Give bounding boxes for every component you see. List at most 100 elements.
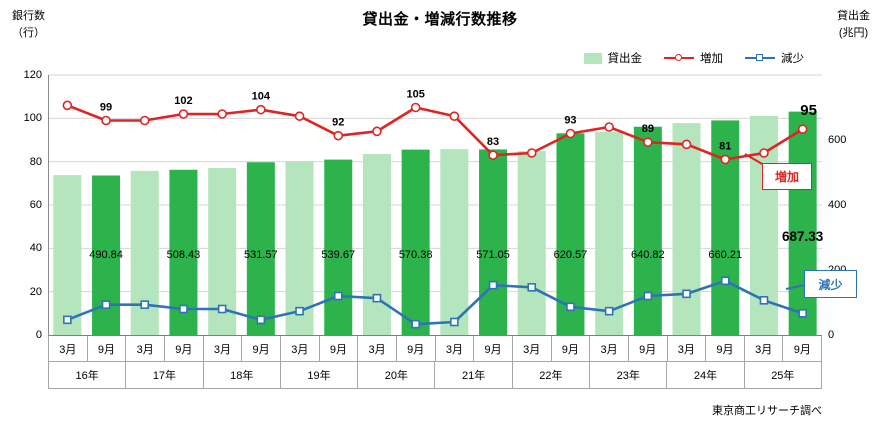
x-year-cell-19年: 19年 bbox=[280, 362, 359, 389]
line-data-label: 83 bbox=[487, 136, 499, 148]
marker-circle bbox=[797, 124, 808, 134]
legend-circle-marker-icon bbox=[675, 54, 682, 61]
marker-circle bbox=[410, 102, 421, 113]
left-tick-60: 60 bbox=[29, 199, 42, 211]
marker-circle bbox=[62, 100, 73, 111]
marker-square bbox=[682, 289, 691, 299]
marker-square bbox=[798, 309, 807, 318]
right-axis-title: 貸出金 (兆円) bbox=[837, 8, 870, 41]
x-axis-year-row: 16年 17年 18年 19年 20年 21年 22年 23年 24年 25年 bbox=[48, 362, 822, 389]
x-month-cell: 3月 bbox=[435, 336, 475, 362]
x-month-cell: 9月 bbox=[319, 336, 359, 362]
marker-square bbox=[372, 293, 382, 303]
marker-square bbox=[333, 291, 343, 301]
marker-circle bbox=[565, 128, 576, 139]
marker-square bbox=[217, 304, 227, 314]
x-month-cell: 9月 bbox=[164, 336, 204, 362]
line-data-label: 81 bbox=[719, 141, 731, 153]
right-axis-title-line1: 貸出金 bbox=[837, 10, 870, 22]
legend: 貸出金 増加 減少 bbox=[583, 50, 804, 66]
marker-square bbox=[179, 304, 188, 314]
marker-circle bbox=[526, 148, 537, 158]
left-axis-title-line2: （行） bbox=[12, 26, 45, 39]
marker-square bbox=[527, 283, 537, 292]
x-year-cell-20年: 20年 bbox=[358, 362, 436, 389]
marker-square bbox=[488, 280, 498, 290]
marker-circle bbox=[372, 126, 382, 137]
bar-data-label: 570.38 bbox=[399, 249, 433, 261]
left-tick-0: 0 bbox=[35, 329, 42, 341]
bar-data-label: 620.57 bbox=[554, 249, 588, 261]
marker-square bbox=[604, 306, 614, 316]
marker-square bbox=[720, 276, 730, 286]
bar-loan-23年-3月 bbox=[595, 131, 624, 335]
left-tick-120: 120 bbox=[23, 69, 42, 81]
line-減少 bbox=[66, 279, 804, 326]
marker-square bbox=[643, 291, 653, 301]
x-year-cell-24年: 24年 bbox=[667, 362, 745, 389]
x-month-cell: 3月 bbox=[590, 336, 629, 362]
plot-svg: 490.84 508.43 531.57 539.67 570.38 571.05 620.… bbox=[48, 74, 824, 335]
x-month-cell: 3月 bbox=[126, 336, 165, 362]
legend-label: 減少 bbox=[781, 53, 804, 65]
x-month-cell: 9月 bbox=[87, 336, 127, 362]
marker-square bbox=[295, 306, 304, 316]
bar-loan-21年-3月 bbox=[440, 149, 469, 335]
bar-data-label: 490.84 bbox=[89, 249, 123, 261]
bar-loan-24年-9月 bbox=[711, 120, 740, 335]
right-tick-0: 0 bbox=[828, 329, 835, 341]
bar-loan-22年-3月 bbox=[517, 151, 546, 335]
legend-item-減少: 減少 bbox=[745, 50, 804, 66]
decrease-callout: 減少 bbox=[804, 270, 857, 298]
marker-circle bbox=[178, 109, 189, 119]
line-data-label: 95 bbox=[800, 102, 817, 119]
marker-circle bbox=[333, 130, 344, 141]
source-credit: 東京商工リサーチ調べ bbox=[712, 405, 822, 417]
x-month-cell: 9月 bbox=[474, 336, 513, 362]
right-axis-title-line2: (兆円) bbox=[838, 26, 869, 39]
line-data-label: 93 bbox=[564, 115, 576, 127]
marker-square bbox=[140, 300, 150, 309]
x-month-cell: 9月 bbox=[396, 336, 436, 362]
x-month-cell: 9月 bbox=[551, 336, 591, 362]
bar-loan-21年-9月 bbox=[479, 149, 508, 335]
bar-data-label: 640.82 bbox=[631, 249, 665, 261]
legend-line-swatch bbox=[745, 54, 775, 61]
legend-square-marker-icon bbox=[756, 54, 763, 61]
marker-square bbox=[256, 315, 266, 325]
marker-circle bbox=[604, 122, 614, 132]
chart-title: 貸出金・増減行数推移 bbox=[362, 11, 518, 28]
x-month-cell: 9月 bbox=[706, 336, 745, 362]
marker-circle bbox=[759, 148, 769, 158]
x-year-cell-25年: 25年 bbox=[744, 362, 822, 389]
bar-data-label: 571.05 bbox=[476, 249, 510, 261]
x-month-cell: 3月 bbox=[667, 336, 707, 362]
x-month-cell: 9月 bbox=[628, 336, 668, 362]
bar-loan-25年-9月 bbox=[788, 111, 817, 335]
bar-loan-18年-9月 bbox=[246, 162, 275, 335]
x-month-cell: 3月 bbox=[512, 336, 552, 362]
marker-square bbox=[101, 300, 111, 309]
x-year-cell-17年: 17年 bbox=[126, 362, 204, 389]
x-month-cell: 3月 bbox=[49, 336, 88, 362]
left-tick-100: 100 bbox=[23, 112, 42, 125]
x-year-cell-22年: 22年 bbox=[512, 362, 591, 389]
line-増加 bbox=[66, 104, 804, 161]
marker-circle bbox=[139, 115, 150, 126]
marker-circle bbox=[256, 104, 266, 115]
bar-loan-23年-9月 bbox=[633, 126, 662, 335]
left-tick-40: 40 bbox=[29, 242, 42, 255]
line-data-label: 99 bbox=[100, 102, 112, 114]
bar-data-label: 508.43 bbox=[167, 249, 201, 261]
marker-circle bbox=[643, 137, 653, 147]
bar-data-label: 531.57 bbox=[244, 249, 278, 261]
line-data-label: 92 bbox=[332, 117, 344, 129]
bar-loan-16年-3月 bbox=[53, 175, 82, 335]
x-year-cell-23年: 23年 bbox=[590, 362, 668, 389]
x-month-cell: 3月 bbox=[358, 336, 397, 362]
left-tick-80: 80 bbox=[29, 155, 42, 168]
line-data-label: 105 bbox=[406, 89, 424, 101]
left-axis-title: 銀行数 （行） bbox=[12, 8, 45, 41]
marker-square bbox=[759, 296, 769, 305]
